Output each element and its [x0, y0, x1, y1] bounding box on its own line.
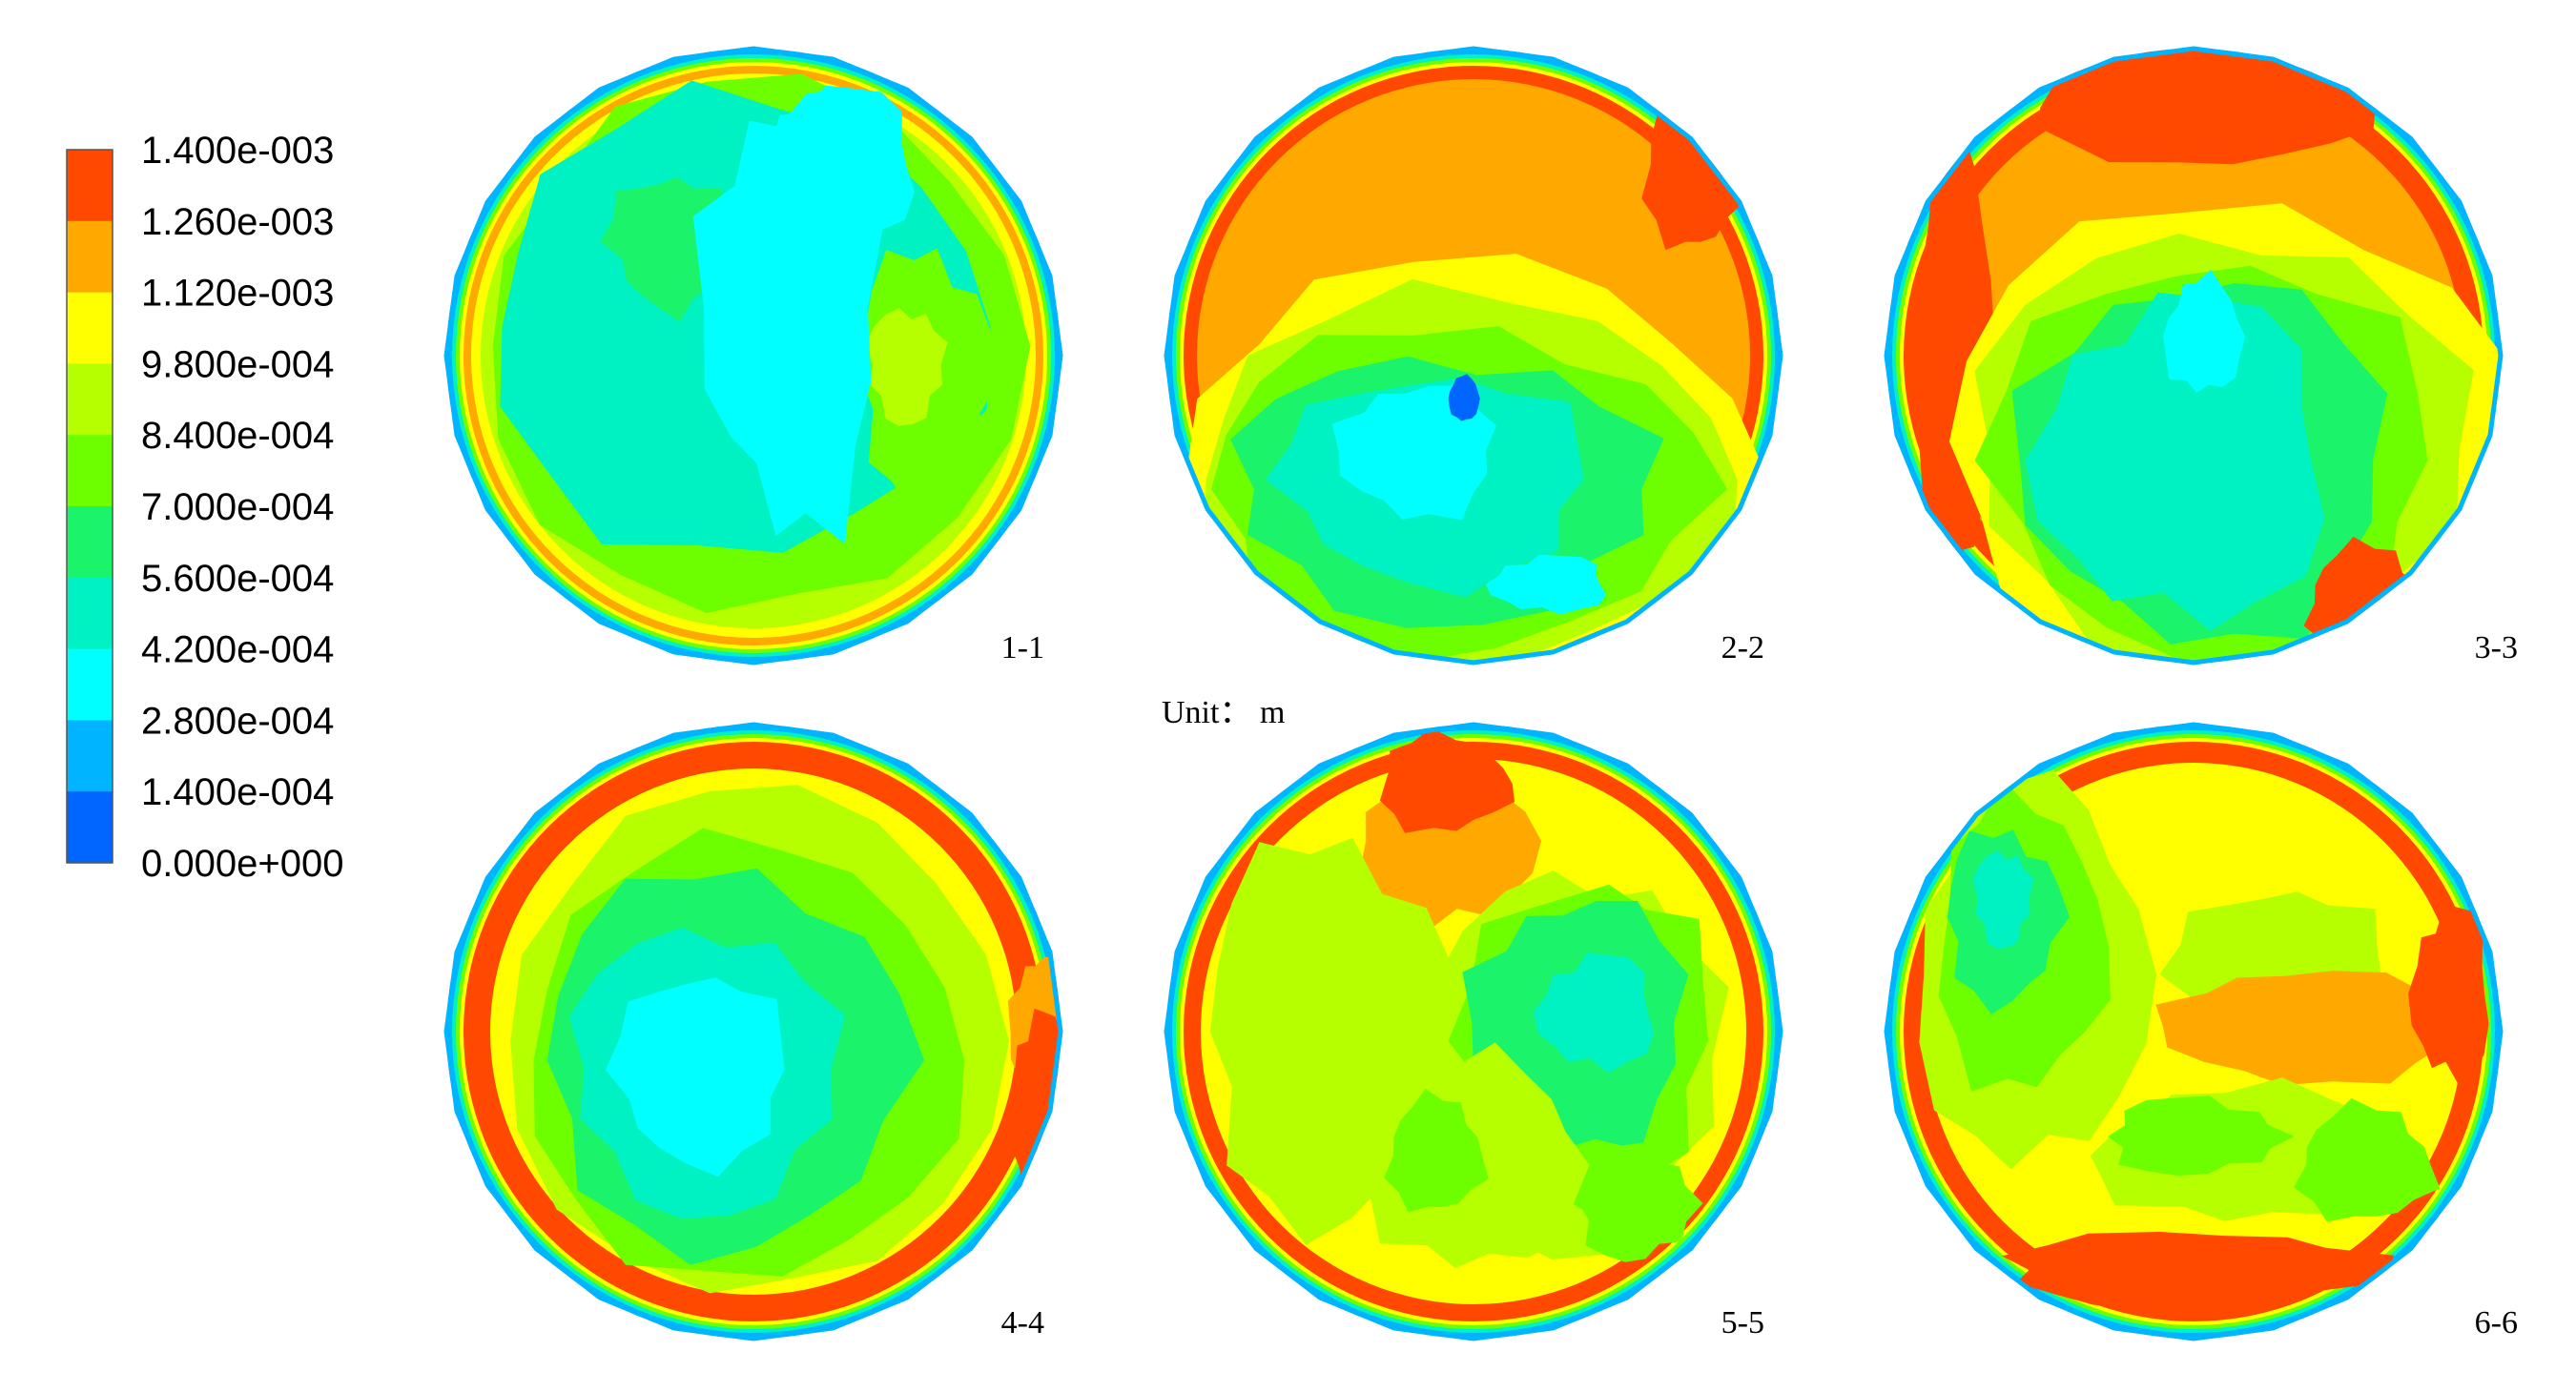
colorbar-swatch: [67, 648, 113, 721]
disk-rim-3: [1884, 46, 2504, 665]
contour-band: [2293, 1097, 2441, 1222]
section-label-6-6: 6-6: [2475, 1305, 2518, 1341]
colorbar-tick-label: 9.800e-004: [141, 343, 334, 385]
colorbar-tick-label: 1.400e-003: [141, 130, 334, 172]
colorbar-swatches: [66, 149, 113, 864]
colorbar-tick-label: 1.400e-004: [141, 771, 334, 813]
contour-band: [605, 977, 785, 1177]
disk-rim-1: [443, 46, 1063, 665]
contour-band: [2163, 269, 2246, 393]
section-panel-1: 1-1: [443, 46, 1063, 665]
colorbar-legend: 1.400e-003 1.260e-003 1.120e-003 9.800e-004…: [66, 130, 343, 885]
colorbar-swatch: [67, 506, 113, 579]
contour-disk-5: [1166, 725, 1781, 1339]
unit-label: Unit： m: [1162, 695, 1285, 730]
colorbar-swatch: [67, 363, 113, 436]
colorbar-tick-label: 7.000e-004: [141, 486, 334, 528]
disk-rim-6: [1884, 722, 2504, 1341]
contour-disk-1: [446, 49, 1061, 663]
colorbar-tick-label: 1.260e-003: [141, 201, 334, 243]
section-panel-4: 4-4: [443, 722, 1063, 1341]
colorbar-swatch: [67, 435, 113, 507]
colorbar-tick-label: 1.120e-003: [141, 273, 334, 315]
contour-band: [1533, 952, 1655, 1074]
contour-disk-6: [1886, 725, 2501, 1339]
contour-disk-3: [1886, 49, 2501, 663]
disk-rim-5: [1164, 722, 1783, 1341]
disk-rim-2: [1164, 46, 1783, 665]
contour-band: [2038, 49, 2376, 165]
colorbar-tick-label: 2.800e-004: [141, 700, 334, 742]
contour-band: [1485, 554, 1607, 615]
contour-band: [2155, 971, 2455, 1086]
colorbar-tick-label: 8.400e-004: [141, 415, 334, 457]
colorbar-swatch: [67, 791, 113, 864]
contour-band: [865, 308, 948, 426]
colorbar-tick-label: 5.600e-004: [141, 558, 334, 600]
section-panel-6: 6-6: [1884, 722, 2518, 1341]
colorbar-tick-label: 0.000e+000: [141, 843, 343, 885]
colorbar-swatch: [67, 292, 113, 364]
section-panel-3: 3-3: [1884, 46, 2518, 665]
section-label-4-4: 4-4: [1001, 1305, 1044, 1341]
disk-rim-4: [443, 722, 1063, 1341]
contour-band: [2408, 904, 2489, 1085]
contour-band: [1578, 1142, 1703, 1262]
contour-band: [2025, 292, 2325, 631]
colorbar-swatch: [67, 220, 113, 294]
contour-band: [1331, 385, 1496, 521]
contour-band: [2001, 1232, 2395, 1312]
colorbar-swatch: [67, 577, 113, 650]
contour-band: [1448, 374, 1480, 421]
section-label-1-1: 1-1: [1001, 630, 1044, 665]
contour-band: [2108, 1095, 2295, 1177]
section-label-3-3: 3-3: [2475, 630, 2518, 665]
colorbar-swatch: [67, 150, 113, 222]
colorbar-swatch: [67, 720, 113, 792]
section-label-5-5: 5-5: [1721, 1305, 1764, 1341]
colorbar-outline: [66, 149, 113, 864]
contour-band: [600, 176, 723, 322]
section-panel-2: 2-2: [1164, 46, 1783, 665]
contour-band: [753, 85, 915, 246]
contour-band: [1379, 727, 1515, 833]
colorbar-tick-label: 4.200e-004: [141, 629, 334, 671]
contour-disk-2: [1166, 49, 1781, 663]
contour-disk-4: [446, 725, 1061, 1339]
colorbar-labels: 1.400e-003 1.260e-003 1.120e-003 9.800e-004…: [141, 130, 343, 885]
contour-band: [1384, 1088, 1489, 1213]
section-label-2-2: 2-2: [1721, 630, 1764, 665]
section-panel-5: 5-5: [1164, 722, 1783, 1341]
contour-band: [1972, 850, 2034, 950]
